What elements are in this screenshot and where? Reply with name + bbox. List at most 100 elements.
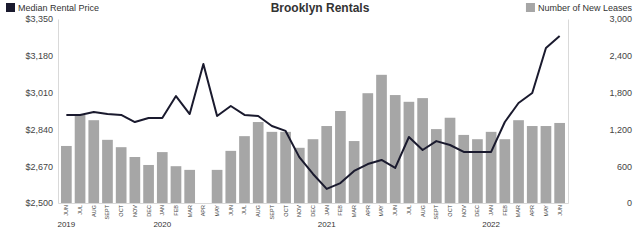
- tick-label: $3,010: [25, 88, 53, 98]
- bar: [225, 151, 236, 203]
- tick-label: JUN: [392, 205, 398, 216]
- tick-label: JAN: [159, 205, 165, 215]
- bar: [75, 115, 86, 203]
- tick: FEB: [502, 203, 508, 216]
- bar: [445, 118, 456, 203]
- tick: $3,350: [25, 14, 58, 24]
- axis-line: [59, 203, 569, 204]
- tick-label: OCT: [283, 204, 289, 216]
- legend-label: Median Rental Price: [18, 3, 99, 13]
- bar: [157, 152, 168, 203]
- tick-label: JAN: [324, 205, 330, 215]
- tick: NOV: [461, 203, 467, 217]
- tick-label: AUG: [255, 205, 261, 217]
- bar: [362, 93, 373, 203]
- bar: [198, 203, 209, 204]
- tick: MAR: [351, 203, 357, 217]
- bar: [253, 122, 264, 203]
- tick-label: $2,670: [25, 162, 53, 172]
- tick: $3,010: [25, 88, 58, 98]
- bar: [88, 120, 99, 203]
- tick-label: JAN: [488, 205, 494, 215]
- bar: [541, 126, 552, 203]
- tick: APR: [365, 203, 371, 216]
- tick-label: APR: [200, 205, 206, 216]
- tick: SEPT: [104, 203, 110, 219]
- tick: OCT: [118, 203, 124, 217]
- tick: JAN: [324, 203, 330, 215]
- x-axis: JUN JUL AUG SEPT OCT NOV DEC JAN FEB MAR APR MAY JUN…: [59, 203, 569, 219]
- title: Brooklyn Rentals: [271, 1, 370, 15]
- tick: APR: [200, 203, 206, 216]
- tick-label: FEB: [173, 205, 179, 216]
- tick-label: JUL: [77, 205, 83, 215]
- tick: FEB: [173, 203, 179, 216]
- tick: JAN: [159, 203, 165, 215]
- bar: [171, 166, 182, 203]
- tick-label: NOV: [461, 205, 467, 217]
- axis-line: [58, 20, 59, 204]
- tick: AUG: [420, 203, 426, 217]
- tick-label: FEB: [502, 205, 508, 216]
- bar: [102, 140, 113, 203]
- tick: $2,670: [25, 162, 58, 172]
- legend: Median Rental Price Number of New Leases: [6, 3, 632, 13]
- bar: [184, 170, 195, 203]
- tick: OCT: [447, 203, 453, 217]
- tick-label: $3,180: [25, 51, 53, 61]
- bar: [390, 95, 401, 203]
- bar: [513, 120, 524, 203]
- bar: [130, 157, 141, 203]
- bar: [554, 123, 565, 203]
- tick-label: $3,350: [25, 14, 53, 24]
- bar: [280, 132, 291, 203]
- tick-label: NOV: [132, 205, 138, 217]
- legend-item: Number of New Leases: [526, 3, 633, 13]
- tick-label: 1,200: [609, 125, 632, 135]
- bar: [308, 139, 319, 203]
- bar: [267, 132, 278, 203]
- bar: [376, 75, 387, 203]
- tick-label: JUN: [228, 205, 234, 216]
- bar: [499, 139, 510, 203]
- y-axis: $2,500 $2,670 $2,840 $3,010 $3,180 $3,350: [25, 14, 58, 208]
- year-label: 2020: [153, 220, 171, 229]
- tick-label: SEPT: [104, 204, 110, 219]
- tick: $2,840: [25, 125, 58, 135]
- tick-label: DEC: [310, 205, 316, 217]
- bar: [458, 135, 469, 203]
- chart: Brooklyn Rentals $2,500 $2,670 $2,840 $3,010…: [0, 0, 640, 229]
- bar: [404, 102, 415, 203]
- tick: 0: [568, 198, 632, 208]
- tick-label: AUG: [420, 205, 426, 217]
- tick: JAN: [488, 203, 494, 215]
- tick-label: $2,500: [25, 198, 53, 208]
- legend-swatch: [526, 3, 535, 12]
- tick-label: JUL: [241, 205, 247, 215]
- tick-label: $2,840: [25, 125, 53, 135]
- tick-label: DEC: [145, 205, 151, 217]
- tick-label: JUL: [406, 205, 412, 215]
- tick-label: SEPT: [269, 204, 275, 219]
- legend-swatch: [6, 3, 15, 12]
- tick: OCT: [283, 203, 289, 217]
- bar: [143, 165, 154, 203]
- tick-label: MAY: [543, 205, 549, 217]
- line: [66, 36, 559, 189]
- tick-label: NOV: [296, 205, 302, 217]
- tick-label: SEPT: [433, 204, 439, 219]
- tick-label: AUG: [91, 205, 97, 217]
- tick-label: JUN: [63, 205, 69, 216]
- tick-label: 0: [627, 198, 632, 208]
- tick-label: MAR: [187, 205, 193, 217]
- bar: [212, 170, 223, 203]
- tick: SEPT: [433, 203, 439, 219]
- bar: [472, 139, 483, 203]
- bar: [335, 111, 346, 203]
- tick: 600: [568, 162, 632, 172]
- tick: JUL: [241, 203, 247, 215]
- tick: 2,400: [568, 51, 632, 61]
- plot-area: [61, 36, 565, 203]
- y2-axis: 06001,2001,8002,4003,000: [568, 14, 632, 208]
- tick: DEC: [474, 203, 480, 217]
